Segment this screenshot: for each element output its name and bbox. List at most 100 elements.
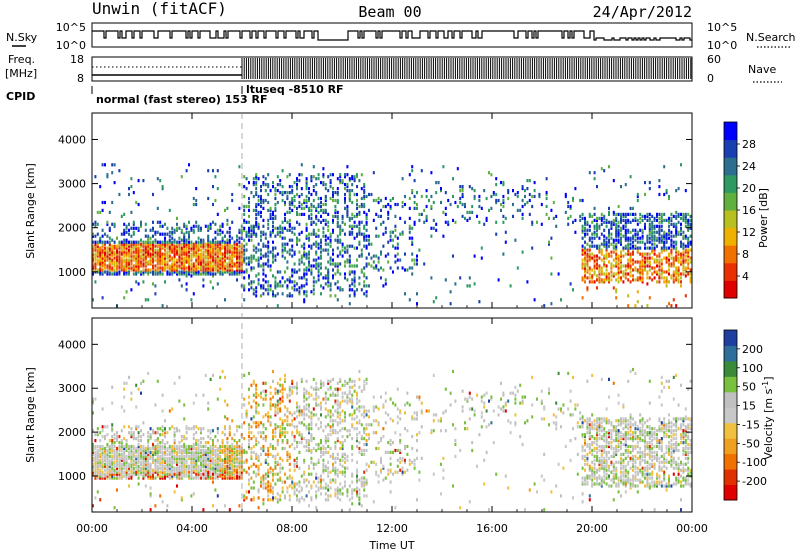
- radar-cell: [620, 240, 622, 244]
- radar-cell: [296, 236, 298, 240]
- radar-cell: [264, 460, 267, 464]
- radar-cell: [312, 185, 315, 189]
- radar-cell: [658, 185, 661, 189]
- radar-cell: [269, 206, 272, 210]
- radar-cell: [255, 204, 258, 209]
- radar-cell: [387, 252, 390, 256]
- radar-cell: [101, 242, 104, 246]
- radar-cell: [264, 472, 267, 476]
- radar-cell: [262, 198, 265, 203]
- radar-cell: [627, 228, 630, 232]
- radar-cell: [293, 181, 296, 185]
- radar-cell: [111, 268, 114, 272]
- radar-cell: [207, 252, 210, 256]
- radar-cell: [200, 464, 202, 468]
- radar-cell: [658, 226, 661, 230]
- radar-cell: [248, 200, 250, 205]
- radar-cell: [200, 429, 202, 433]
- radar-cell: [238, 228, 241, 232]
- radar-cell: [214, 268, 217, 272]
- radar-cell: [464, 216, 466, 220]
- radar-cell: [627, 264, 630, 268]
- radar-cell: [108, 210, 111, 214]
- radar-cell: [106, 454, 109, 458]
- radar-cell: [375, 212, 378, 216]
- radar-cell: [581, 248, 584, 252]
- radar-cell: [324, 242, 327, 246]
- radar-cell: [221, 369, 224, 374]
- radar-cell: [130, 240, 133, 244]
- radar-cell: [166, 452, 169, 456]
- radar-cell: [240, 470, 243, 474]
- radar-cell: [615, 252, 618, 256]
- radar-cell: [665, 234, 668, 238]
- radar-cell: [147, 464, 150, 468]
- radar-cell: [183, 240, 186, 244]
- radar-cell: [233, 456, 236, 460]
- radar-cell: [140, 468, 142, 472]
- radar-cell: [291, 254, 294, 258]
- radar-cell: [269, 484, 272, 488]
- radar-cell: [356, 214, 358, 218]
- radar-cell: [219, 264, 222, 268]
- radar-cell: [200, 431, 202, 435]
- radar-cell: [411, 242, 414, 246]
- radar-cell: [209, 456, 212, 460]
- radar-cell: [668, 220, 670, 224]
- radar-cell: [624, 212, 627, 216]
- radar-cell: [159, 458, 162, 462]
- radar-cell: [305, 204, 308, 209]
- radar-cell: [332, 173, 334, 177]
- radar-cell: [660, 240, 663, 244]
- radar-cell: [245, 177, 248, 181]
- radar-cell: [605, 240, 608, 244]
- radar-cell: [322, 226, 325, 230]
- radar-cell: [135, 427, 138, 431]
- radar-cell: [128, 450, 130, 454]
- radar-cell: [281, 284, 284, 288]
- cpid-mode-2: ltuseq -8510 RF: [246, 83, 344, 96]
- radar-cell: [178, 278, 181, 282]
- radar-cell: [128, 431, 130, 435]
- radar-cell: [644, 264, 646, 268]
- radar-cell: [147, 474, 150, 478]
- radar-cell: [348, 284, 351, 288]
- radar-cell: [252, 470, 255, 474]
- radar-cell: [171, 444, 174, 449]
- radar-cell: [324, 208, 327, 212]
- radar-cell: [303, 252, 306, 256]
- radar-cell: [257, 431, 260, 435]
- radar-cell: [588, 248, 591, 252]
- radar-cell: [660, 214, 663, 218]
- radar-cell: [668, 254, 670, 258]
- radar-cell: [488, 208, 490, 212]
- radar-cell: [231, 244, 234, 248]
- radar-cell: [120, 429, 123, 433]
- radar-cell: [346, 214, 349, 218]
- radar-cell: [156, 258, 159, 262]
- radar-cell: [274, 192, 277, 197]
- radar-cell: [137, 179, 140, 183]
- radar-cell: [219, 464, 222, 468]
- radar-cell: [204, 441, 207, 445]
- radar-cell: [116, 462, 118, 466]
- radar-cell: [161, 450, 164, 454]
- radar-cell: [171, 462, 174, 466]
- radar-cell: [545, 192, 548, 197]
- radar-cell: [327, 284, 330, 288]
- radar-cell: [264, 452, 267, 456]
- radar-cell: [142, 468, 145, 472]
- radar-cell: [320, 200, 322, 205]
- radar-cell: [682, 242, 685, 246]
- radar-cell: [269, 482, 272, 486]
- radar-cell: [123, 437, 126, 441]
- radar-cell: [156, 266, 159, 270]
- radar-cell: [92, 462, 94, 466]
- radar-cell: [617, 254, 620, 258]
- radar-cell: [581, 262, 584, 266]
- radar-cell: [644, 242, 646, 246]
- radar-cell: [584, 258, 586, 262]
- radar-cell: [113, 433, 116, 437]
- radar-cell: [274, 391, 277, 395]
- radar-cell: [144, 258, 147, 262]
